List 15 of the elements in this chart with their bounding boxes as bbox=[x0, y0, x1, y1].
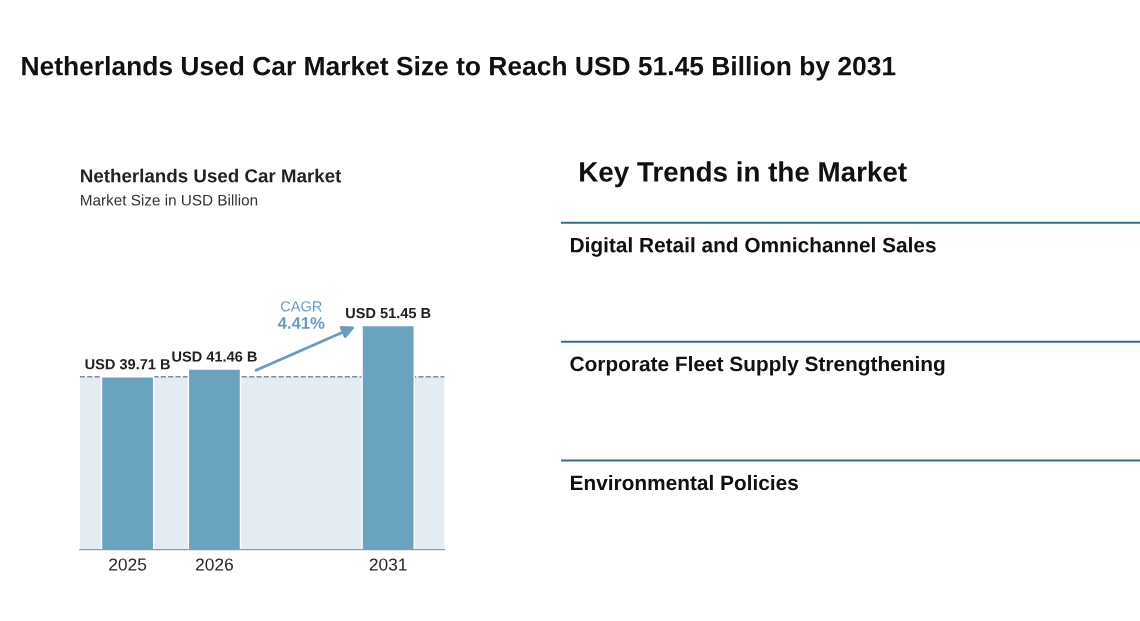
data-label: USD 39.71 B bbox=[85, 359, 170, 370]
chart-subtitle: Market Size in USD Billion bbox=[81, 194, 258, 206]
text: Key Trends in the Market bbox=[580, 161, 907, 188]
chart-title: Netherlands Used Car Market bbox=[81, 168, 342, 183]
x-tick-label: 2026 bbox=[195, 558, 233, 571]
text: CAGR bbox=[280, 301, 322, 312]
text: Corporate Fleet Supply Strengthening bbox=[570, 356, 945, 376]
x-tick-label: 2031 bbox=[369, 558, 407, 571]
x-tick-label: 2025 bbox=[109, 558, 147, 571]
data-label: USD 41.46 B bbox=[172, 351, 257, 362]
annotation: 4.41% bbox=[277, 317, 325, 329]
text: Environmental Policies bbox=[570, 474, 798, 491]
text: Netherlands Used Car Market Size to Reach USD 51.45 Billion by 2031 bbox=[22, 56, 896, 81]
text: Digital Retail and Omnichannel Sales bbox=[570, 237, 936, 257]
data-label: USD 51.45 B bbox=[346, 307, 431, 319]
